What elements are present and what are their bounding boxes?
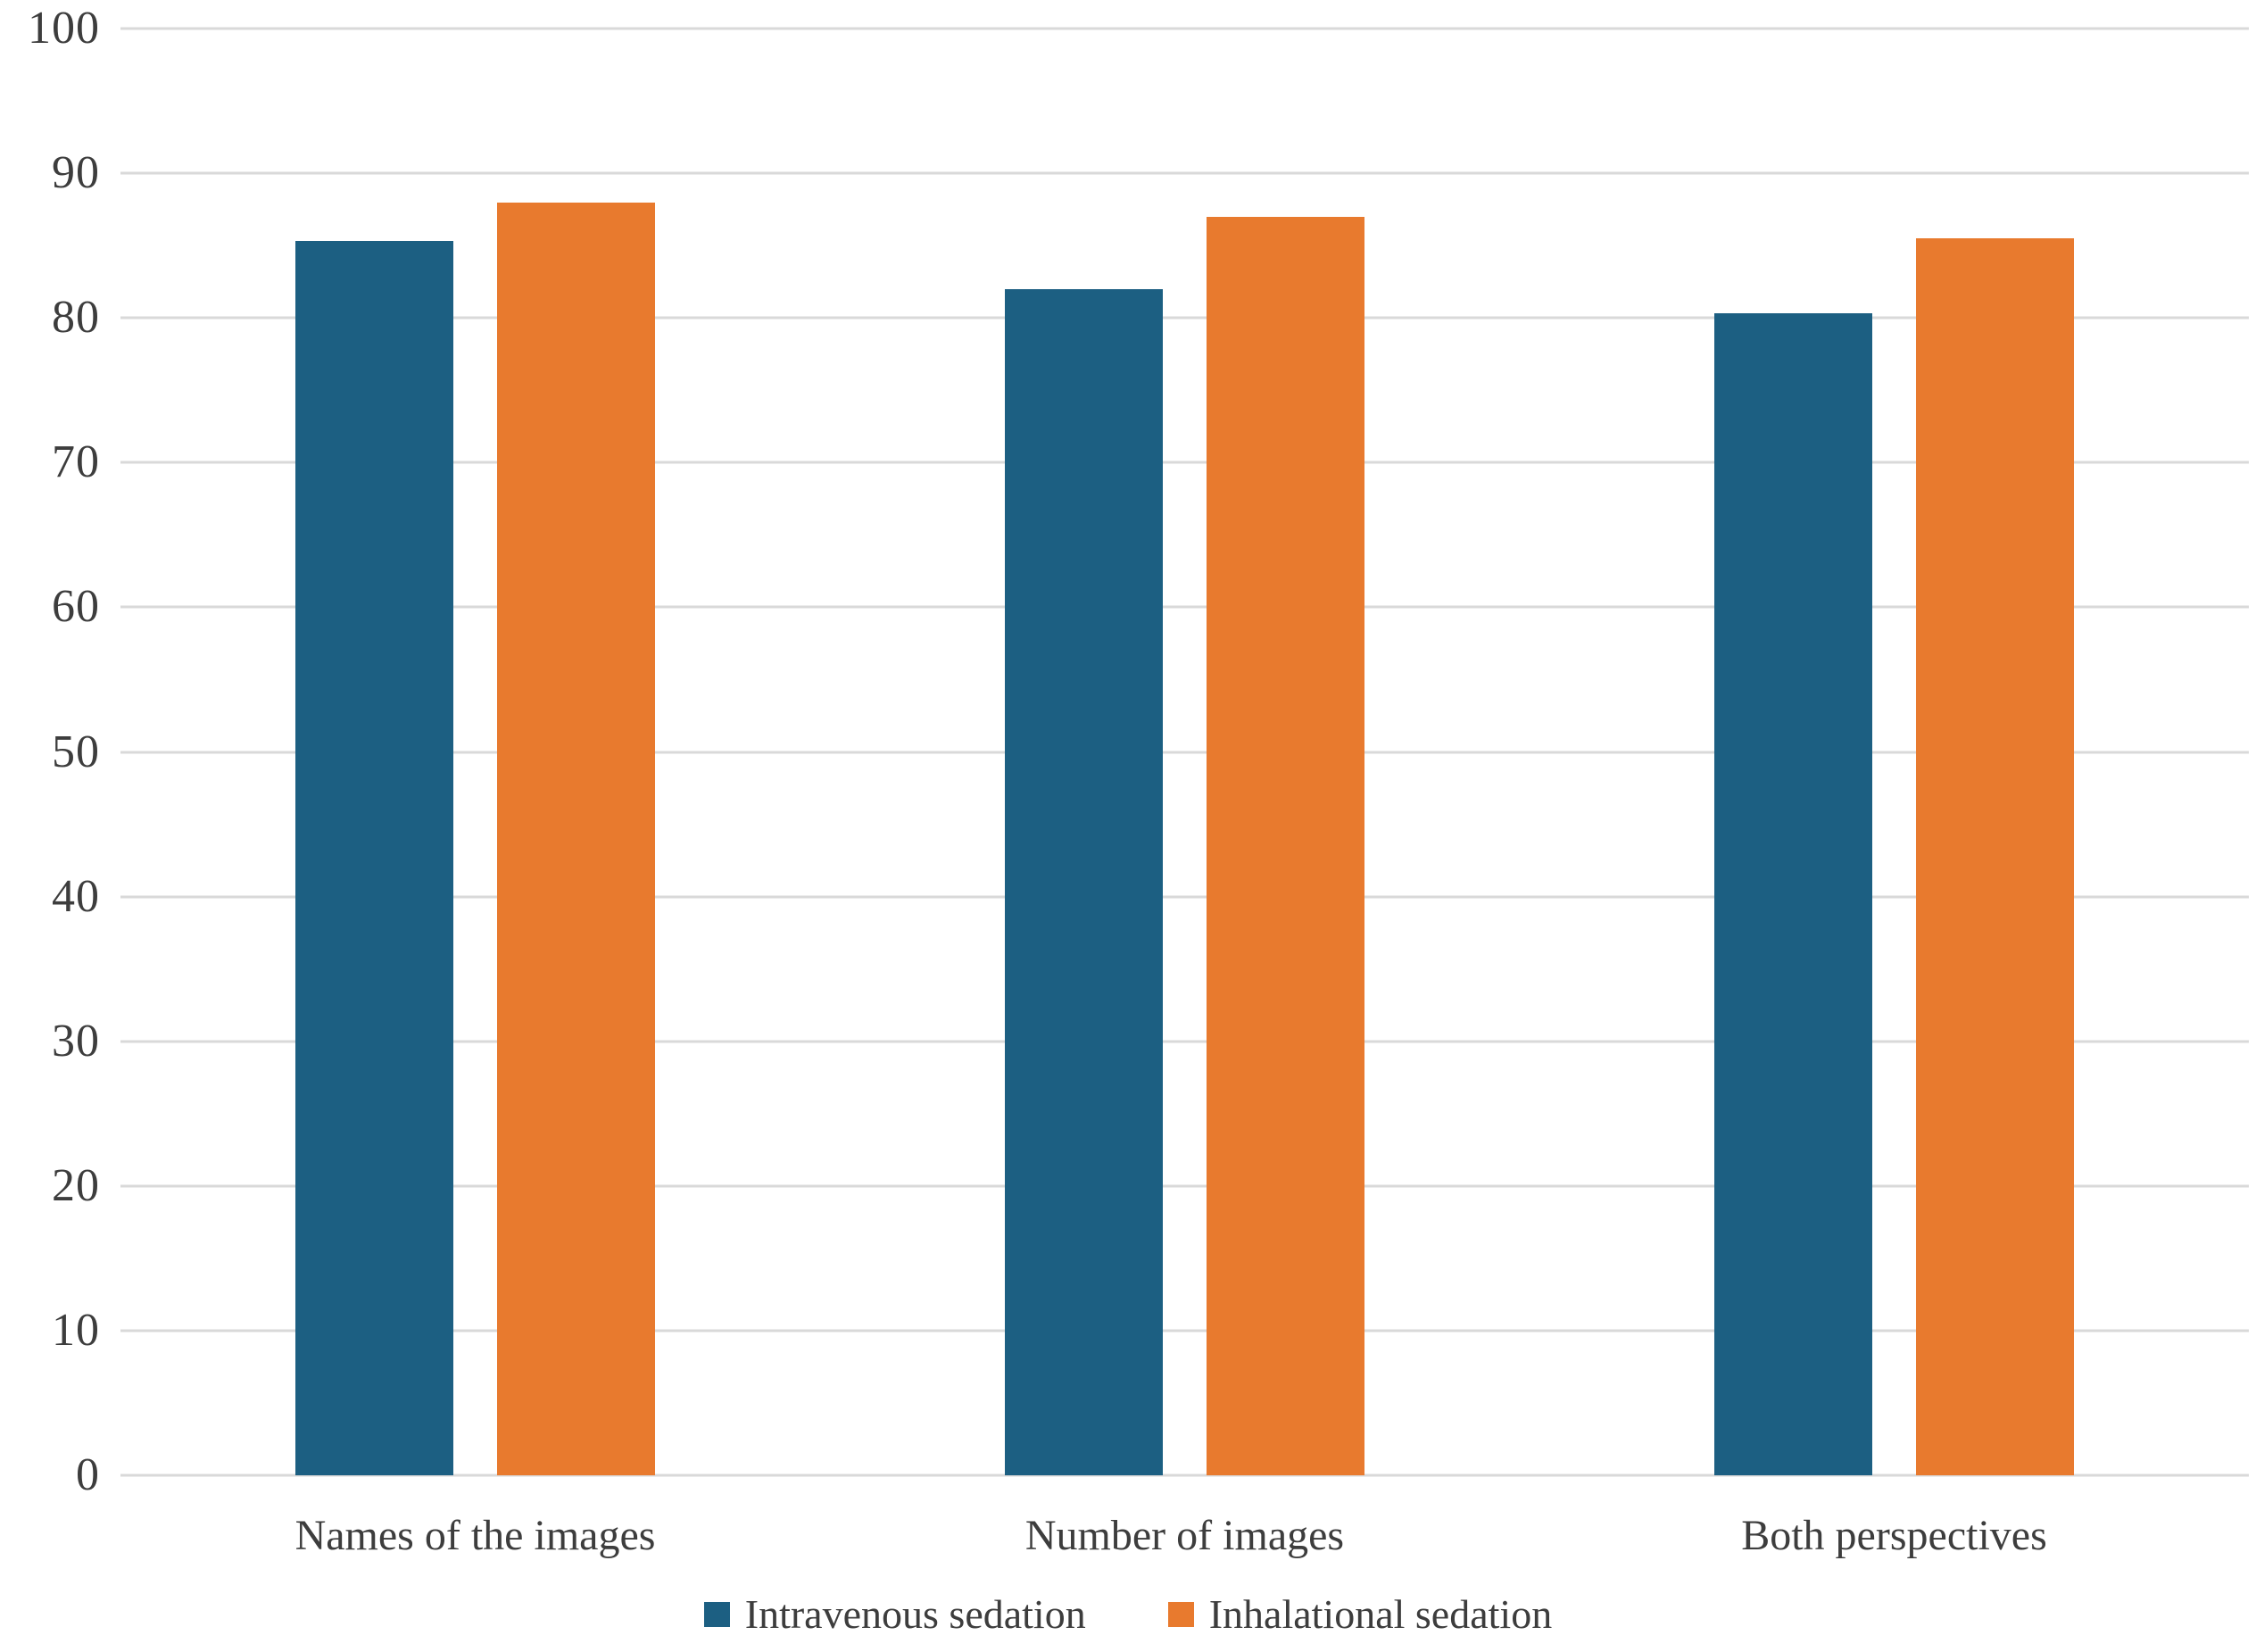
- bar-series-container: [120, 29, 2249, 1475]
- gridline-0: [120, 1474, 2249, 1477]
- x-axis-labels: Names of the images Number of images Both …: [120, 1510, 2249, 1562]
- y-tick-label-60: 60: [52, 581, 100, 633]
- y-tick-label-10: 10: [52, 1304, 100, 1356]
- x-axis-label-2: Both perspectives: [1741, 1512, 2047, 1559]
- y-tick-label-100: 100: [28, 3, 100, 54]
- bar-1-2: [1916, 238, 2074, 1475]
- bar-1-1: [1207, 216, 1364, 1475]
- y-tick-label-40: 40: [52, 870, 100, 922]
- bar-group-1: [830, 29, 1539, 1475]
- y-tick-label-80: 80: [52, 292, 100, 344]
- gridline-20: [120, 1184, 2249, 1188]
- bar-group-0: [120, 29, 830, 1475]
- bar-0-2: [1714, 313, 1872, 1475]
- y-tick-label-20: 20: [52, 1159, 100, 1211]
- gridline-100: [120, 27, 2249, 30]
- plot-area: [120, 27, 2249, 1477]
- x-axis-label-0: Names of the images: [294, 1512, 656, 1559]
- y-tick-label-30: 30: [52, 1015, 100, 1067]
- legend-marker-icon: [703, 1602, 730, 1627]
- y-axis: 0 10 20 30 40 50 60 70 80 90 100: [0, 5, 100, 1498]
- gridline-80: [120, 316, 2249, 320]
- bar-0-1: [1005, 288, 1163, 1475]
- gridline-70: [120, 461, 2249, 464]
- y-tick-label-70: 70: [52, 436, 100, 488]
- gridline-50: [120, 751, 2249, 753]
- gridline-90: [120, 171, 2249, 175]
- y-tick-label-50: 50: [52, 726, 100, 777]
- y-tick-label-90: 90: [52, 147, 100, 199]
- legend: Intravenous sedation Inhalational sedatio…: [0, 1594, 2256, 1635]
- legend-item-1: Inhalational sedation: [1167, 1591, 1553, 1637]
- bar-1-0: [497, 202, 655, 1475]
- y-tick-label-0: 0: [76, 1449, 100, 1500]
- bar-0-0: [295, 241, 453, 1475]
- gridline-40: [120, 895, 2249, 899]
- legend-label-0: Intravenous sedation: [744, 1591, 1086, 1637]
- gridline-10: [120, 1329, 2249, 1332]
- gridline-30: [120, 1040, 2249, 1043]
- legend-label-1: Inhalational sedation: [1208, 1591, 1553, 1637]
- legend-marker-icon: [1167, 1602, 1194, 1627]
- x-axis-label-1: Number of images: [1024, 1512, 1345, 1559]
- gridline-60: [120, 605, 2249, 609]
- bar-group-2: [1539, 29, 2249, 1475]
- legend-item-0: Intravenous sedation: [703, 1591, 1086, 1637]
